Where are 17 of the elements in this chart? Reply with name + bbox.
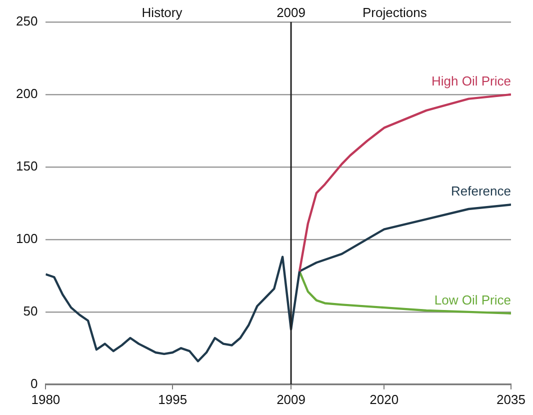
y-tick-label: 250	[16, 14, 38, 29]
series-label: Reference	[451, 184, 511, 199]
y-tick-label: 200	[16, 86, 38, 102]
x-tick-label: 1995	[158, 392, 188, 407]
series-label: Low Oil Price	[434, 292, 511, 308]
x-tick-label: 2020	[370, 392, 399, 407]
y-tick-label: 100	[16, 231, 38, 246]
x-tick-label: 2035	[496, 392, 526, 407]
x-tick-label: 1980	[31, 392, 60, 407]
text: History	[142, 5, 183, 20]
text: Projections	[362, 5, 428, 20]
y-tick-label: 50	[23, 304, 38, 318]
series-label: High Oil Price	[432, 74, 511, 89]
y-tick-label: 0	[30, 376, 38, 391]
ref-line-label: 2009	[276, 5, 306, 20]
x-tick-label: 2009	[276, 392, 306, 407]
y-tick-label: 150	[16, 158, 38, 174]
